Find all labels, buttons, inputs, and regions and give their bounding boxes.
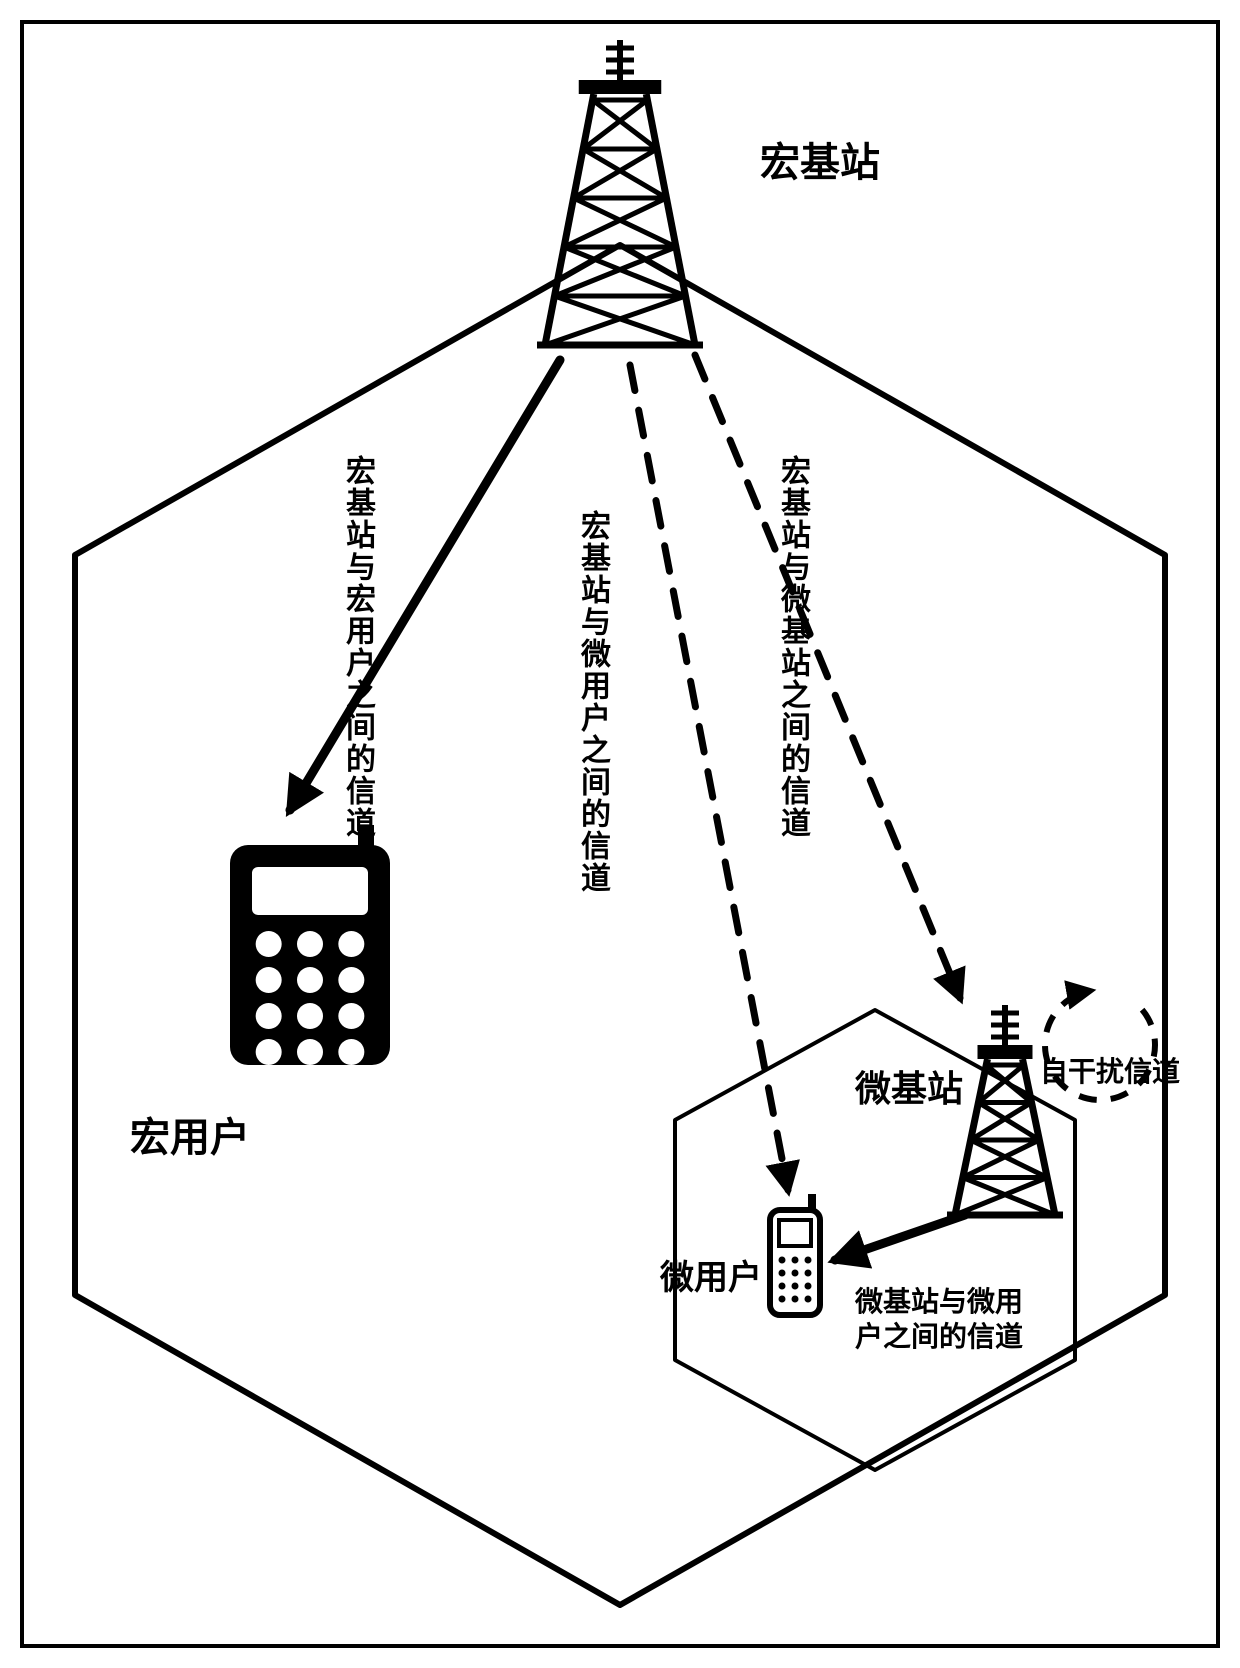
- micro-bs-to-micro-user-label-1: 微基站与微用: [855, 1280, 1023, 1320]
- micro-user-label: 微用户: [660, 1250, 762, 1299]
- macro-to-micro-user-label: 宏基站与微用户之间的信道: [570, 510, 614, 894]
- macro-user-label: 宏用户: [130, 1105, 250, 1163]
- macro-to-micro-bs-label: 宏基站与微基站之间的信道: [770, 455, 814, 839]
- self-interference-label: 自干扰信道: [1040, 1050, 1180, 1090]
- svg-layer: [0, 0, 1240, 1668]
- macro-to-macro-user-label: 宏基站与宏用户之间的信道: [335, 455, 379, 839]
- micro-bs-label: 微基站: [855, 1060, 963, 1112]
- micro-bs-to-micro-user-label-2: 户之间的信道: [855, 1315, 1023, 1355]
- macro-bs-label: 宏基站: [760, 130, 880, 188]
- diagram-stage: 宏基站 微基站 宏用户 微用户 自干扰信道 微基站与微用 户之间的信道 宏基站与…: [0, 0, 1240, 1668]
